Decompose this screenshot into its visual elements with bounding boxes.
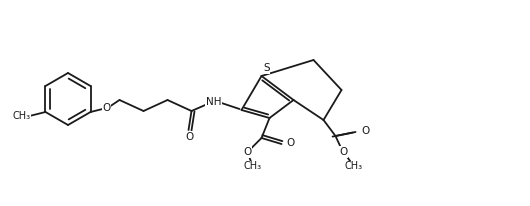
Text: CH₃: CH₃	[344, 161, 363, 171]
Text: O: O	[287, 138, 295, 148]
Text: S: S	[263, 63, 270, 73]
Text: O: O	[186, 132, 193, 142]
Text: O: O	[102, 103, 111, 113]
Text: O: O	[243, 147, 252, 157]
Text: NH: NH	[206, 97, 221, 107]
Text: O: O	[339, 147, 348, 157]
Text: CH₃: CH₃	[243, 161, 262, 171]
Text: O: O	[361, 126, 370, 136]
Text: CH₃: CH₃	[12, 111, 31, 121]
